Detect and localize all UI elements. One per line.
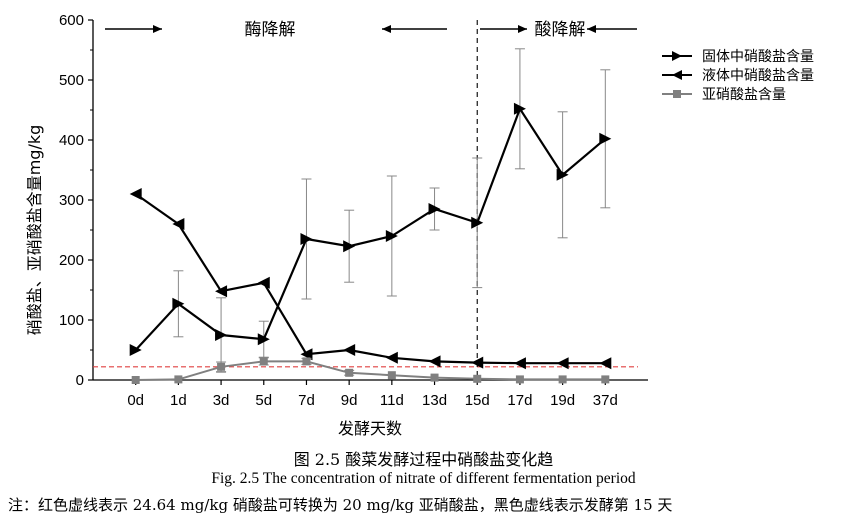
series-1-point (556, 168, 569, 181)
series-1-point (300, 233, 313, 245)
series-3-point (558, 375, 567, 384)
series-1-line (134, 106, 607, 351)
x-tick-label: 1d (170, 392, 187, 409)
enzyme-arrow-right-head (153, 25, 162, 33)
plot-area: 0 100 200 300 400 500 600 0d 1d 3d 5d 7d 9d 11d 13d 15d… (59, 12, 814, 409)
y-tick-label: 500 (59, 72, 84, 89)
series-3-point (302, 357, 311, 366)
series-1-point (471, 216, 484, 229)
figure-note: 注：红色虚线表示 24.64 mg/kg 硝酸盐可转换为 20 mg/kg 亚硝… (8, 496, 673, 514)
y-tick-label: 100 (59, 312, 84, 329)
series-1-point (428, 203, 441, 215)
series-3-point (174, 375, 183, 384)
y-tick-label: 200 (59, 252, 84, 269)
legend-label: 亚硝酸盐含量 (702, 87, 786, 103)
series-3-point (430, 373, 439, 382)
series-2-point (215, 285, 228, 298)
series-2-point (172, 218, 185, 230)
legend-marker (672, 51, 682, 61)
series-2-point (343, 344, 356, 356)
series-1-point (172, 297, 185, 310)
y-tick-label: 0 (76, 372, 84, 389)
series-3-point (601, 375, 610, 384)
acid-arrow-left-head (587, 25, 596, 33)
series-2-point (300, 348, 313, 361)
x-tick-label: 3d (213, 392, 230, 409)
figure-caption-chinese: 图 2.5 酸菜发酵过程中硝酸盐变化趋 (293, 450, 554, 469)
x-tick-label: 5d (255, 392, 272, 409)
series-2-line (135, 193, 606, 365)
series-1-point (257, 333, 270, 346)
series-3-line (135, 360, 606, 381)
acid-arrow-right-head (518, 25, 527, 33)
enzyme-degradation-label: 酶降解 (245, 20, 296, 40)
series-1-point (513, 102, 526, 115)
y-axis-label: 硝酸盐、亚硝酸盐含量mg/kg (25, 125, 44, 336)
legend-label: 固体中硝酸盐含量 (702, 49, 814, 65)
series-1-point (343, 240, 356, 253)
series-2-point (471, 356, 484, 369)
y-tick-label: 300 (59, 192, 84, 209)
series-3-point (387, 371, 396, 380)
acid-degradation-label: 酸降解 (535, 20, 586, 40)
series-3-point (131, 376, 140, 384)
series-3-point (515, 375, 524, 384)
nitrate-line-chart: 0 100 200 300 400 500 600 0d 1d 3d 5d 7d 9d 11d 13d 15d… (25, 12, 814, 438)
series-3-point (473, 374, 482, 383)
series-1-point (215, 329, 228, 341)
x-axis-label: 发酵天数 (338, 419, 402, 438)
series-3-point (345, 368, 354, 377)
legend-marker (672, 70, 682, 80)
series-3-point (259, 357, 268, 366)
y-tick-label: 600 (59, 12, 84, 29)
series-2-point (257, 276, 270, 289)
x-tick-label: 19d (550, 392, 575, 409)
y-tick-label: 400 (59, 132, 84, 149)
series-2-point (556, 357, 569, 370)
figure-caption-english: Fig. 2.5 The concentration of nitrate of… (211, 470, 636, 487)
series-2-point (129, 188, 142, 200)
series-2-point (428, 355, 441, 368)
series-1-point (599, 132, 612, 145)
enzyme-arrow-left-head (382, 25, 391, 33)
series-2-point (599, 357, 612, 370)
x-tick-label: 37d (593, 392, 618, 409)
x-tick-label: 15d (465, 392, 490, 409)
x-tick-label: 13d (422, 392, 447, 409)
x-tick-label: 0d (127, 392, 144, 409)
legend-label: 液体中硝酸盐含量 (702, 68, 814, 84)
series-3-point (217, 362, 226, 371)
x-tick-label: 11d (380, 392, 404, 409)
series-2-point (385, 351, 398, 364)
x-tick-label: 17d (507, 392, 532, 409)
series-1-point (385, 230, 398, 242)
series-2-point (513, 357, 526, 370)
legend-marker (673, 90, 681, 98)
series-1-point (129, 344, 142, 356)
x-tick-label: 7d (298, 392, 315, 409)
x-tick-label: 9d (341, 392, 358, 409)
